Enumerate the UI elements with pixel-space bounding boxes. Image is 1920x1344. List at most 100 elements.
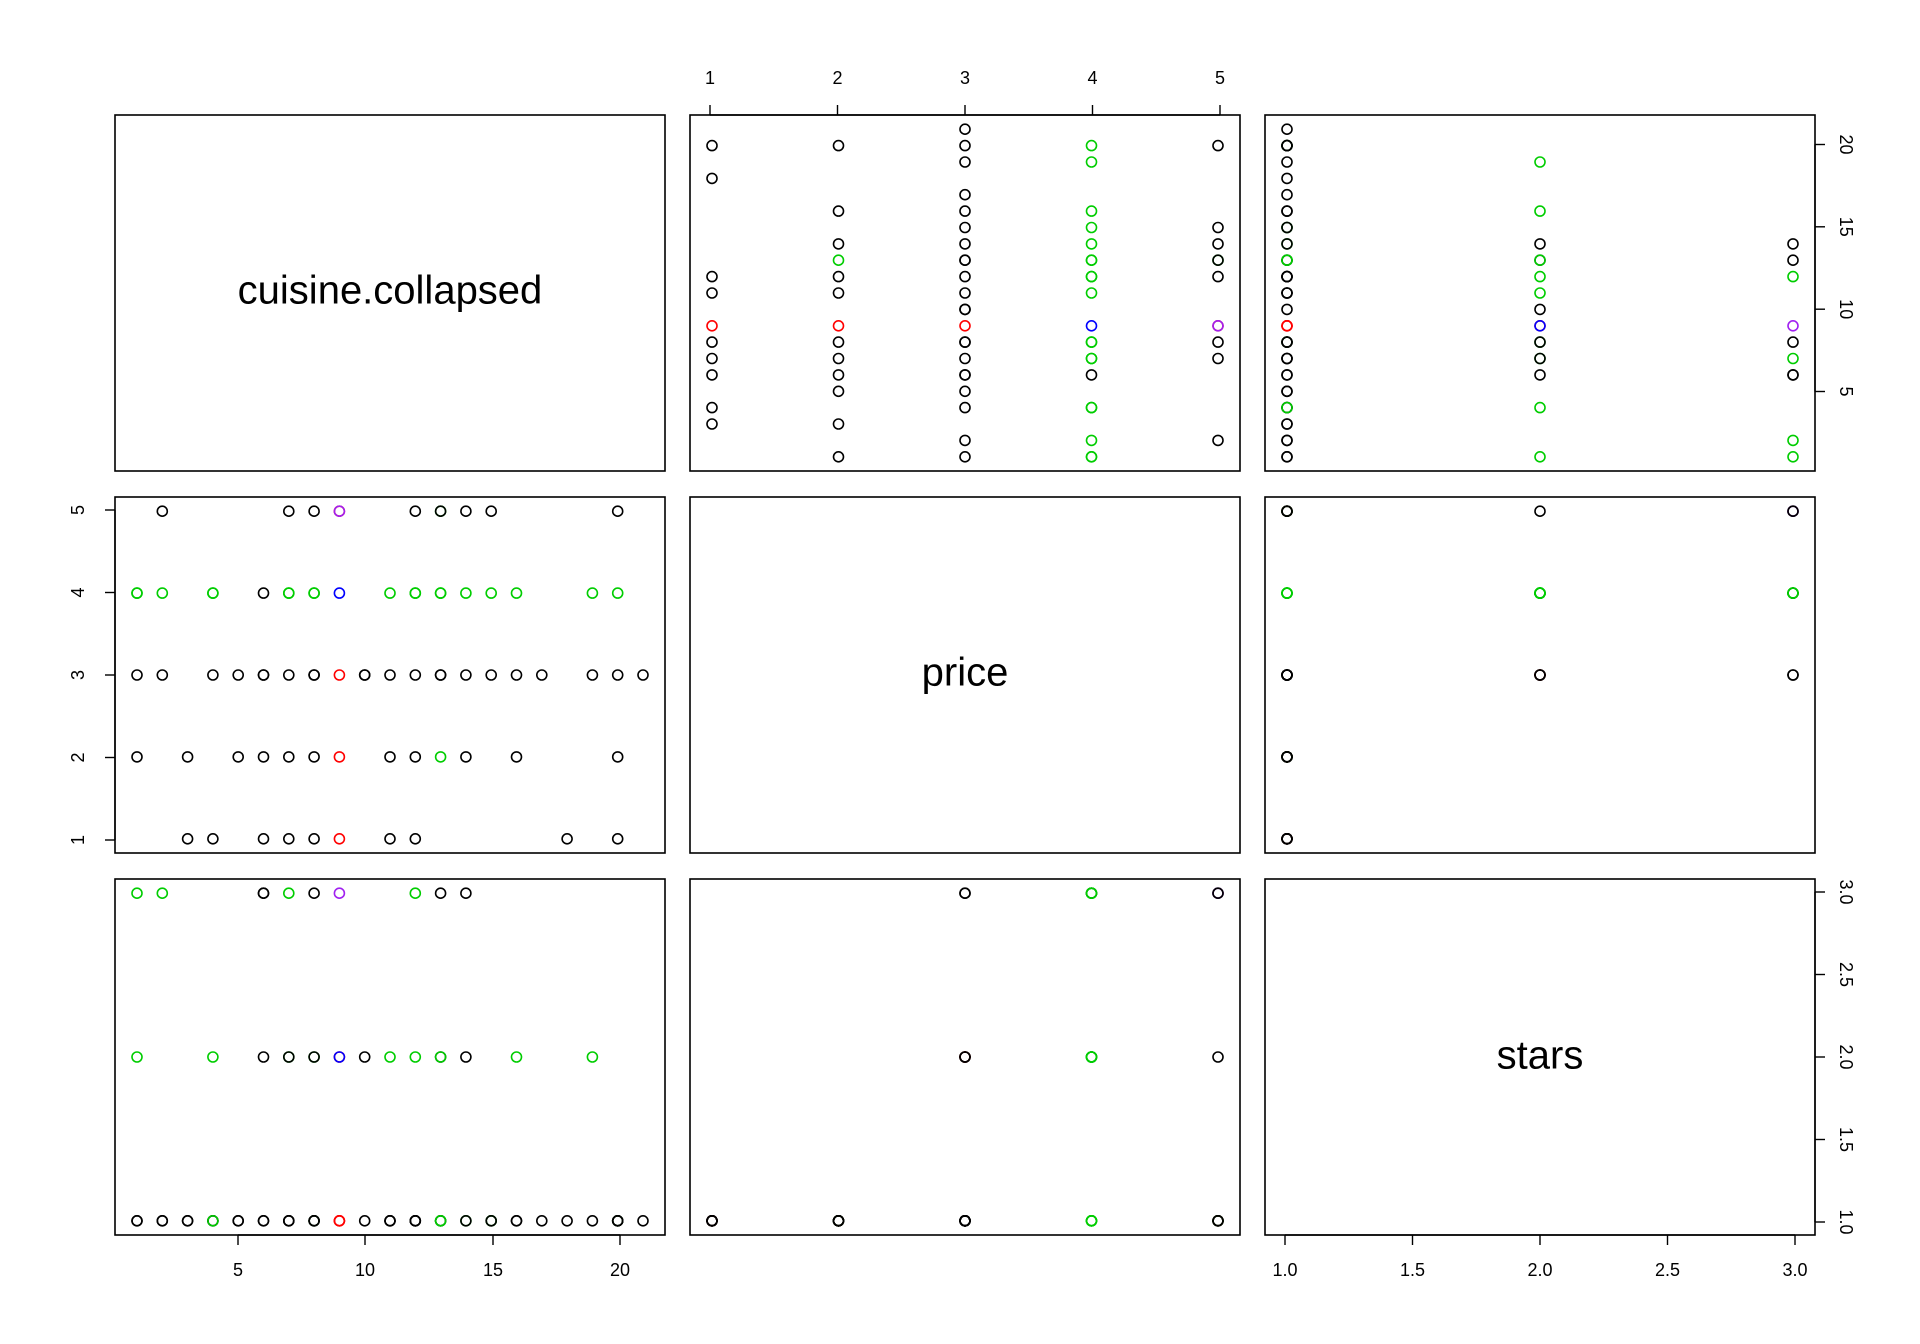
scatter-point-cuisine-vs-stars xyxy=(637,1215,649,1227)
panel-frame-r1c1 xyxy=(689,496,1241,854)
scatter-point-price-vs-cuisine xyxy=(832,139,845,152)
scatter-point-cuisine-vs-price xyxy=(181,832,194,845)
scatter-point-cuisine-vs-stars xyxy=(358,1051,371,1063)
scatter-point-price-vs-stars xyxy=(1085,1215,1098,1227)
scatter-point-price-vs-cuisine xyxy=(706,401,718,414)
scatter-point-cuisine-vs-price xyxy=(384,751,396,763)
scatter-point-stars-vs-cuisine xyxy=(1281,123,1293,135)
scatter-point-cuisine-vs-price xyxy=(510,587,523,599)
scatter-point-cuisine-vs-price xyxy=(460,669,472,681)
scatter-point-cuisine-vs-price xyxy=(131,751,143,763)
panel-frame-r0c2 xyxy=(1264,114,1816,472)
tick-label-left-price: 2 xyxy=(68,752,88,762)
scatter-point-stars-vs-cuisine xyxy=(1281,221,1293,234)
panel-frame-r0c1 xyxy=(689,114,1241,472)
scatter-point-cuisine-vs-stars xyxy=(460,887,472,900)
scatter-point-price-vs-cuisine xyxy=(959,434,971,447)
scatter-point-cuisine-vs-price xyxy=(409,669,422,681)
scatter-point-cuisine-vs-stars xyxy=(434,1051,447,1063)
tick-label-x-stars: 3.0 xyxy=(1782,1260,1807,1280)
scatter-point-price-vs-cuisine xyxy=(1212,221,1224,234)
tick-label-top-price: 2 xyxy=(832,68,842,88)
scatter-point-cuisine-vs-price xyxy=(282,669,295,681)
scatter-point-cuisine-vs-price xyxy=(460,505,472,518)
scatter-point-stars-vs-cuisine xyxy=(1281,385,1293,398)
scatter-point-cuisine-vs-price xyxy=(561,832,573,845)
scatter-point-price-vs-cuisine xyxy=(832,369,845,381)
scatter-point-cuisine-vs-stars xyxy=(131,887,143,900)
scatter-point-stars-vs-cuisine xyxy=(1534,254,1546,267)
scatter-point-stars-vs-cuisine xyxy=(1534,352,1546,365)
scatter-point-price-vs-stars xyxy=(959,887,971,900)
scatter-point-price-vs-stars xyxy=(832,1215,845,1227)
scatter-point-stars-vs-cuisine xyxy=(1281,287,1293,299)
tick-label-right-cuisine: 20 xyxy=(1836,134,1856,154)
scatter-point-stars-vs-cuisine xyxy=(1281,418,1293,430)
scatter-point-price-vs-stars xyxy=(1212,1051,1224,1063)
scatter-point-stars-vs-cuisine xyxy=(1281,450,1293,463)
scatter-point-cuisine-vs-price xyxy=(434,505,447,518)
scatter-point-price-vs-cuisine xyxy=(706,352,718,365)
scatter-point-cuisine-vs-price xyxy=(384,669,396,681)
scatter-point-price-vs-cuisine xyxy=(959,369,971,381)
scatter-point-cuisine-vs-price xyxy=(434,751,447,763)
scatter-point-cuisine-vs-stars xyxy=(434,887,447,900)
scatter-point-cuisine-vs-stars xyxy=(257,887,270,900)
scatter-point-price-vs-cuisine xyxy=(1212,238,1224,250)
scatter-point-stars-vs-cuisine xyxy=(1281,188,1293,201)
scatter-point-stars-vs-price xyxy=(1281,587,1293,599)
scatter-point-price-vs-cuisine xyxy=(959,270,971,283)
scatter-point-price-vs-cuisine xyxy=(706,139,718,152)
scatter-point-stars-vs-cuisine xyxy=(1281,238,1293,250)
scatter-point-cuisine-vs-stars xyxy=(207,1051,219,1063)
tick-label-right-cuisine: 10 xyxy=(1836,299,1856,319)
scatter-point-price-vs-stars xyxy=(1085,887,1098,900)
scatter-point-cuisine-vs-stars xyxy=(409,1215,422,1227)
scatter-point-cuisine-vs-stars xyxy=(358,1215,371,1227)
scatter-point-stars-vs-cuisine xyxy=(1281,336,1293,348)
scatter-point-stars-vs-cuisine xyxy=(1281,303,1293,316)
scatter-point-cuisine-vs-stars xyxy=(535,1215,548,1227)
scatter-point-cuisine-vs-price xyxy=(308,669,320,681)
tick-label-top-price: 4 xyxy=(1087,68,1097,88)
scatter-point-price-vs-stars xyxy=(706,1215,718,1227)
scatter-point-cuisine-vs-stars xyxy=(282,1215,295,1227)
panel-frame-r2c0 xyxy=(114,878,666,1236)
scatter-point-price-vs-cuisine xyxy=(1085,254,1098,267)
scatter-point-stars-vs-cuisine xyxy=(1534,238,1546,250)
scatter-point-cuisine-vs-price xyxy=(586,669,599,681)
tick-label-left-price: 5 xyxy=(68,505,88,515)
scatter-point-price-vs-stars xyxy=(1085,1051,1098,1063)
scatter-point-cuisine-vs-price xyxy=(257,587,270,599)
scatter-point-cuisine-vs-stars xyxy=(510,1051,523,1063)
scatter-point-cuisine-vs-price xyxy=(181,751,194,763)
tick-label-x-cuisine: 20 xyxy=(610,1260,630,1280)
scatter-point-price-vs-cuisine xyxy=(1085,319,1098,332)
tick-label-top-price: 5 xyxy=(1215,68,1225,88)
scatter-point-stars-vs-cuisine xyxy=(1534,205,1546,217)
scatter-point-cuisine-vs-price xyxy=(333,587,346,599)
scatter-point-price-vs-cuisine xyxy=(959,238,971,250)
scatter-point-price-vs-cuisine xyxy=(959,221,971,234)
tick-label-left-price: 3 xyxy=(68,670,88,680)
scatter-point-cuisine-vs-stars xyxy=(333,1215,346,1227)
scatter-point-cuisine-vs-price xyxy=(333,832,346,845)
scatter-point-stars-vs-cuisine xyxy=(1534,303,1546,316)
scatter-point-price-vs-cuisine xyxy=(1085,139,1098,152)
diag-label-cuisine: cuisine.collapsed xyxy=(238,269,543,313)
scatter-point-price-vs-cuisine xyxy=(832,270,845,283)
scatter-point-cuisine-vs-stars xyxy=(156,887,169,900)
scatter-point-cuisine-vs-price xyxy=(333,751,346,763)
scatter-point-stars-vs-cuisine xyxy=(1787,450,1799,463)
scatter-point-stars-vs-price xyxy=(1281,832,1293,845)
scatter-point-cuisine-vs-price xyxy=(611,751,624,763)
scatter-point-cuisine-vs-price xyxy=(611,669,624,681)
scatter-point-cuisine-vs-price xyxy=(257,832,270,845)
scatter-point-cuisine-vs-price xyxy=(409,751,422,763)
scatter-point-price-vs-cuisine xyxy=(1085,238,1098,250)
scatter-point-cuisine-vs-price xyxy=(485,587,498,599)
scatter-point-stars-vs-cuisine xyxy=(1534,450,1546,463)
scatter-point-stars-vs-price xyxy=(1787,505,1799,518)
scatter-point-stars-vs-cuisine xyxy=(1534,319,1546,332)
scatter-point-cuisine-vs-stars xyxy=(561,1215,573,1227)
